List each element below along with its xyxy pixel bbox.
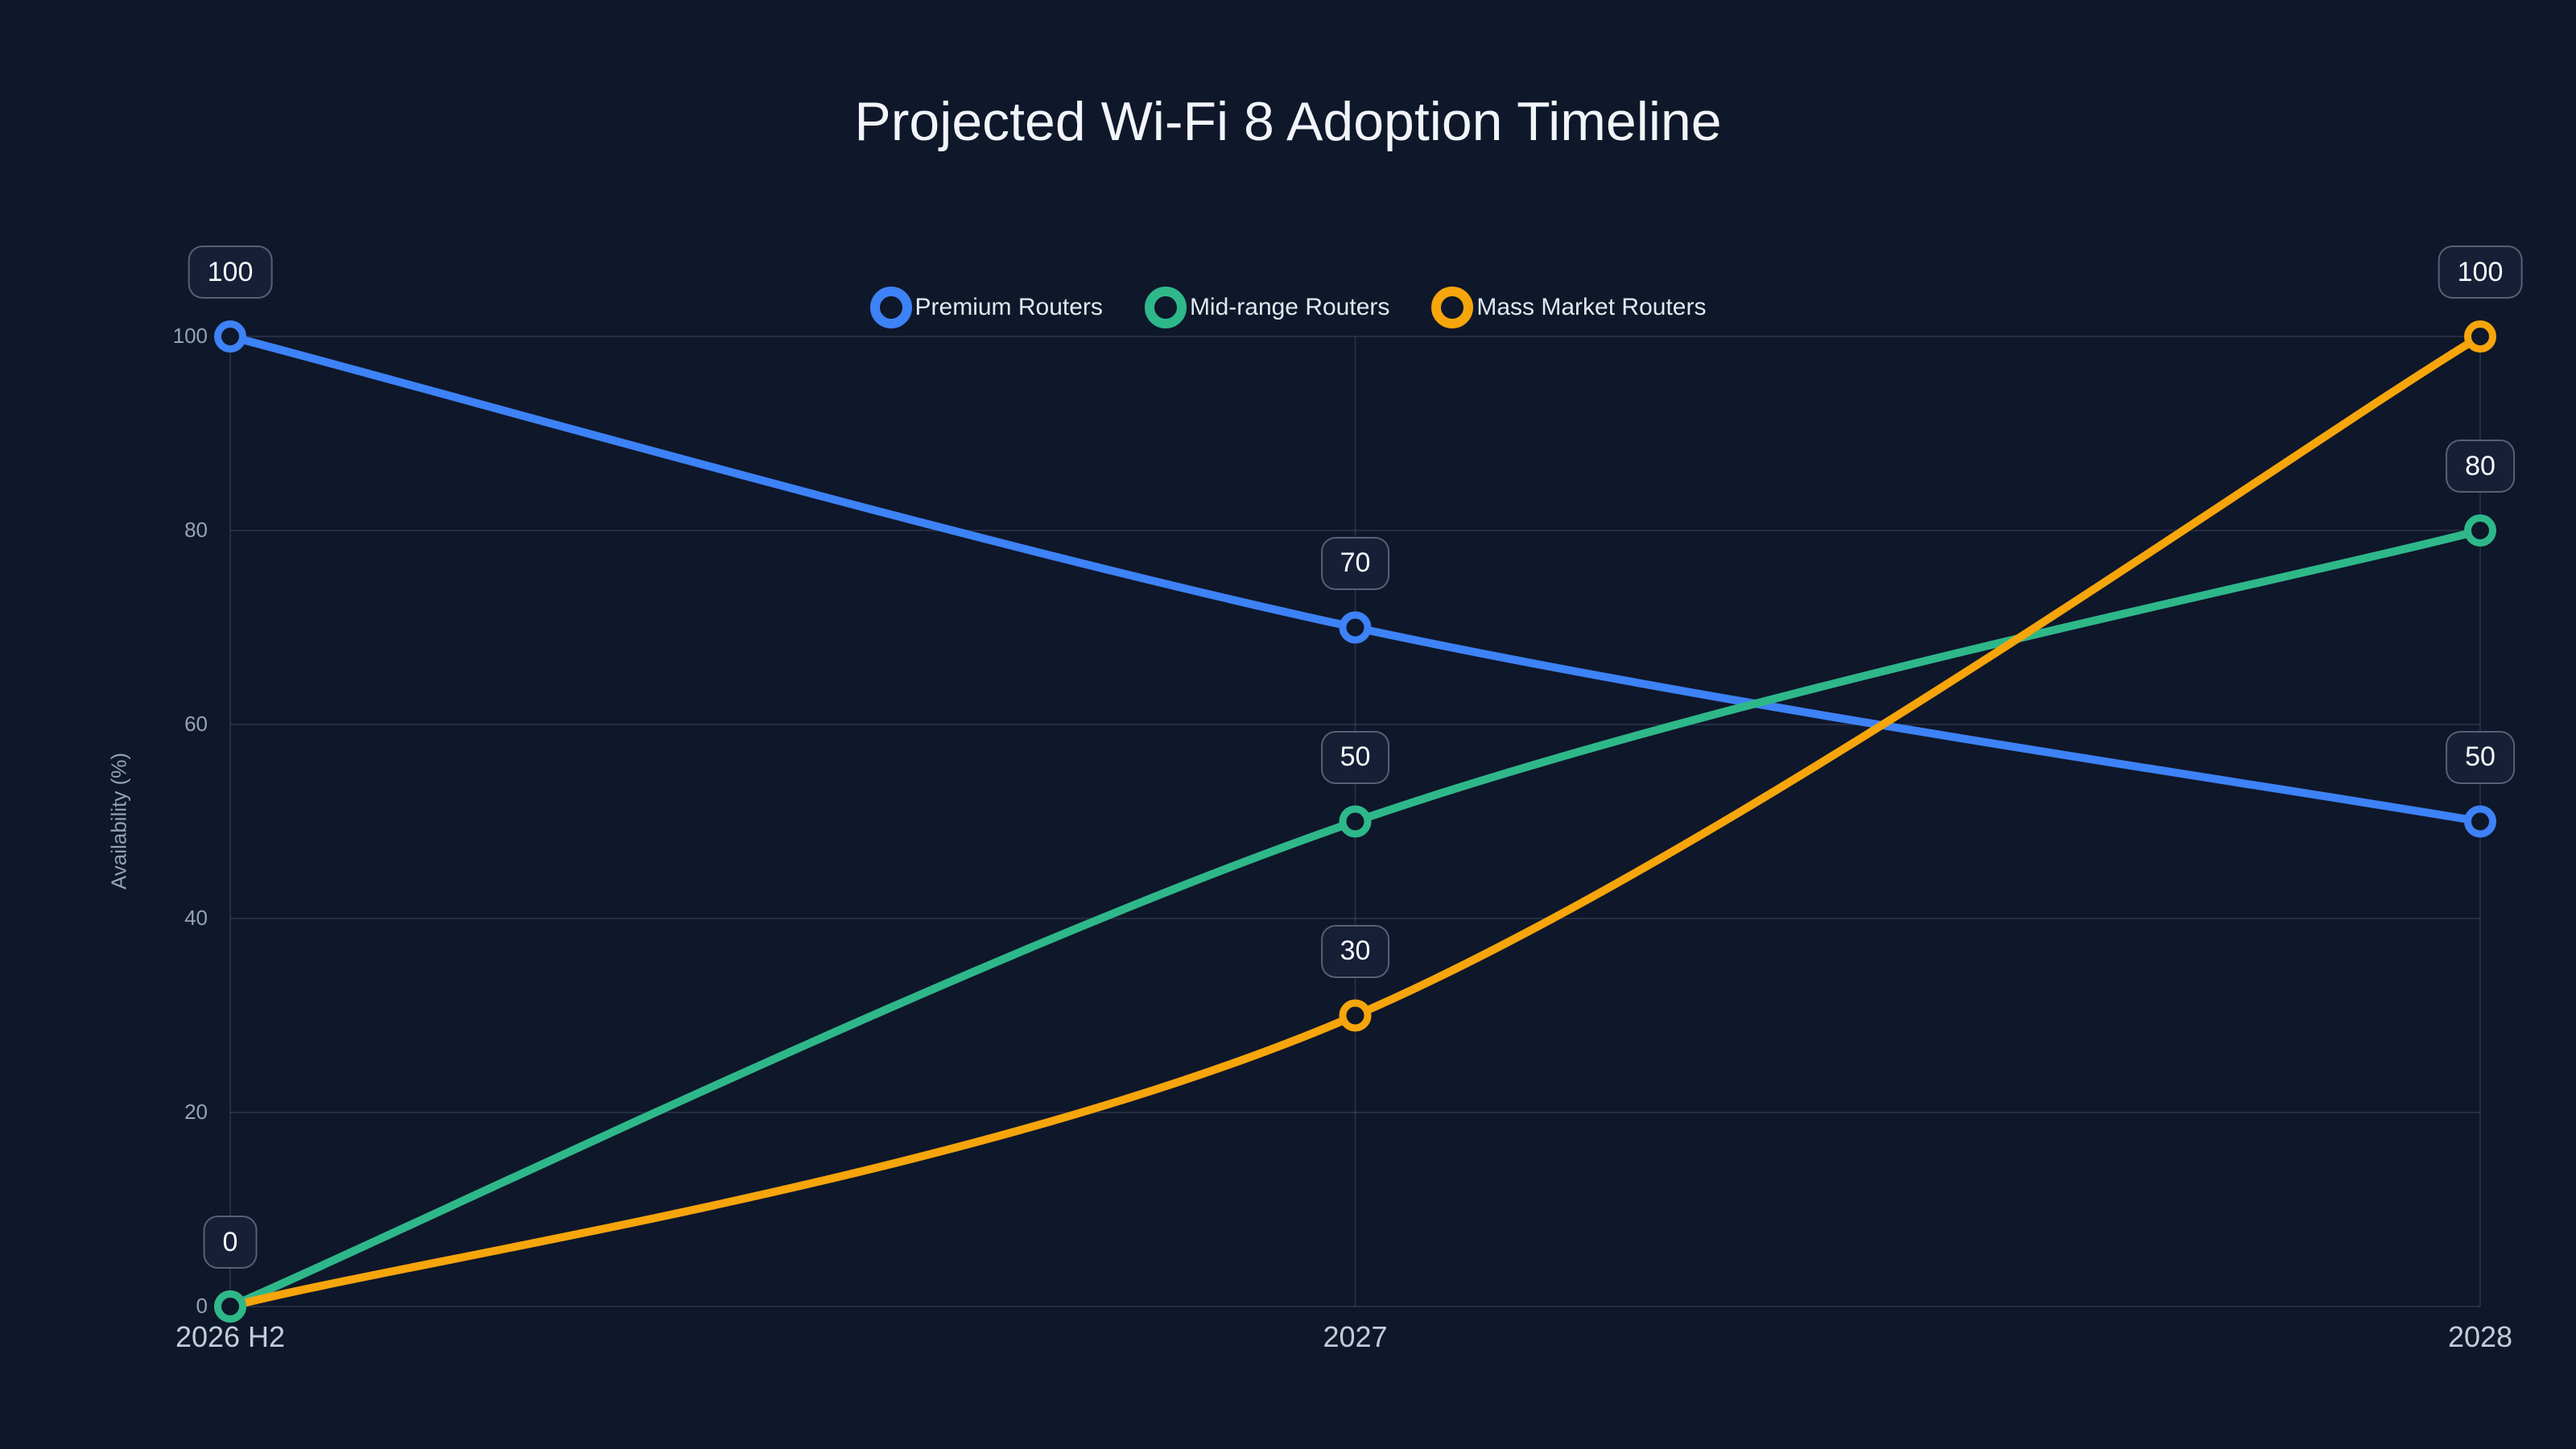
data-point-mass-market-routers[interactable]	[1339, 999, 1372, 1032]
x-tick-label: 2026 H2	[175, 1320, 286, 1353]
y-axis-title: Availability (%)	[106, 752, 131, 890]
legend-item-mid-range-routers[interactable]: Mid-range Routers	[1144, 287, 1390, 328]
chart-title: Projected Wi-Fi 8 Adoption Timeline	[854, 91, 1722, 152]
data-point-mass-market-routers[interactable]	[2464, 320, 2496, 353]
legend-label: Premium Routers	[914, 294, 1103, 320]
data-point-mid-range-routers[interactable]	[2464, 514, 2496, 547]
data-point-premium-routers[interactable]	[214, 320, 246, 353]
legend: Premium Routers Mid-range Routers Mass Mar…	[0, 287, 2576, 328]
data-point-mid-range-routers[interactable]	[214, 1290, 246, 1323]
point-label-box: 50	[2446, 730, 2515, 784]
data-point-mid-range-routers[interactable]	[1339, 805, 1372, 838]
legend-label: Mass Market Routers	[1476, 294, 1707, 320]
x-tick-label: 2027	[1323, 1320, 1388, 1353]
y-tick-label: 40	[184, 906, 208, 930]
point-label-box: 100	[188, 246, 273, 299]
point-label-box: 70	[1320, 536, 1390, 590]
point-label-box: 100	[2438, 246, 2523, 299]
y-tick-label: 60	[184, 712, 208, 736]
point-label-box: 80	[2446, 440, 2515, 493]
legend-item-premium-routers[interactable]: Premium Routers	[869, 287, 1103, 328]
data-point-premium-routers[interactable]	[2464, 805, 2496, 838]
y-tick-label: 100	[172, 324, 208, 348]
legend-item-mass-market-routers[interactable]: Mass Market Routers	[1431, 287, 1706, 328]
y-tick-label: 20	[184, 1100, 208, 1124]
point-label-box: 50	[1320, 730, 1390, 784]
point-label-box: 0	[203, 1216, 258, 1269]
y-tick-label: 80	[184, 518, 208, 542]
legend-label: Mid-range Routers	[1189, 294, 1390, 320]
x-tick-label: 2028	[2447, 1320, 2513, 1353]
point-label-box: 30	[1320, 924, 1390, 978]
data-point-premium-routers[interactable]	[1339, 611, 1372, 644]
y-tick-label: 0	[196, 1294, 208, 1318]
